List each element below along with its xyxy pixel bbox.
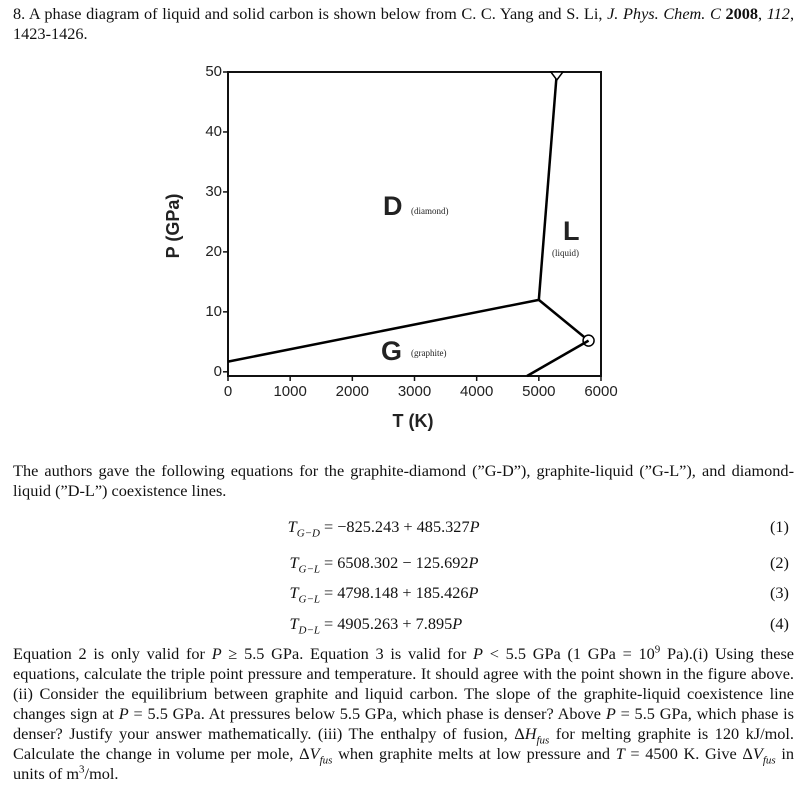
text: = 5.5 GPa, which phase is denser? Justif…: [13, 704, 794, 743]
symbol: P: [452, 614, 463, 633]
phase-boundary: [526, 339, 590, 378]
symbol: P: [118, 704, 129, 723]
symbol: V: [309, 744, 320, 763]
equation-lhs: TG−D: [0, 517, 320, 539]
exponent: 3: [79, 763, 85, 776]
equation-number: (3): [770, 583, 789, 602]
journal: J. Phys. Chem. C: [607, 4, 721, 23]
x-tick-label: 4000: [460, 383, 493, 400]
annotation: L: [563, 216, 580, 246]
equation-lhs: TG−L: [0, 583, 320, 605]
symbol: V: [752, 744, 763, 763]
text: 8. A phase diagram of liquid and solid c…: [13, 4, 608, 23]
point-marker: [549, 71, 565, 82]
expression: = 6508.302 − 125.692: [324, 553, 469, 572]
annotation: G: [381, 336, 402, 366]
x-axis-label: T (K): [393, 411, 434, 431]
text: , 1423-1426.: [13, 4, 795, 43]
y-tick-label: 20: [205, 243, 222, 260]
equation-rhs: = 4798.148 + 185.426P: [324, 583, 479, 603]
equation-number: (4): [770, 614, 789, 633]
expression: = 4905.263 + 7.895: [324, 614, 453, 633]
symbol: T: [289, 553, 299, 572]
subscript: fus: [762, 754, 776, 767]
x-tick-label: 5000: [522, 383, 555, 400]
volume: 112: [766, 4, 790, 23]
phase-boundary: [538, 298, 590, 342]
subscript: fus: [536, 734, 550, 747]
exponent: 9: [654, 643, 661, 656]
header: 8. A phase diagram of liquid and solid c…: [13, 4, 794, 44]
x-tick-label: 2000: [336, 383, 369, 400]
phase-boundary: [227, 298, 540, 363]
symbol: P: [605, 704, 616, 723]
symbol: H: [524, 724, 537, 743]
subscript: G−D: [297, 527, 320, 539]
y-tick-label: 30: [205, 183, 222, 200]
x-tick-label: 6000: [584, 383, 617, 400]
text: ≥ 5.5 GPa. Equation 3 is valid for: [221, 644, 474, 663]
y-tick-label: 10: [205, 303, 222, 320]
x-tick-label: 3000: [398, 383, 431, 400]
text: ,: [758, 4, 767, 23]
text: = 5.5 GPa. At pressures below 5.5 GPa, w…: [128, 704, 606, 723]
text: = 4500 K. Give Δ: [624, 744, 753, 763]
annotation: (liquid): [552, 248, 579, 258]
subscript: fus: [319, 754, 333, 767]
symbol: P: [468, 583, 479, 602]
year: 2008: [725, 4, 759, 23]
y-tick-label: 40: [205, 123, 222, 140]
x-tick-label: 1000: [273, 383, 306, 400]
annotation: (diamond): [411, 206, 449, 216]
symbol: T: [289, 583, 299, 602]
equation-lhs: TD−L: [0, 614, 320, 636]
expression: = 4798.148 + 185.426: [324, 583, 469, 602]
subscript: D−L: [299, 624, 320, 636]
subscript-text: G−L: [298, 563, 320, 576]
subscript: G−L: [299, 563, 320, 575]
subscript-text: G−D: [296, 527, 320, 540]
text: when graphite melts at low pressure and: [332, 744, 616, 763]
text: Equation 2 is only valid for: [13, 644, 212, 663]
annotation: D: [383, 191, 403, 221]
y-tick-label: 0: [214, 363, 222, 380]
equation-rhs: = −825.243 + 485.327P: [324, 517, 480, 537]
text: < 5.5 GPa (1 GPa = 10: [482, 644, 655, 663]
symbol: P: [469, 517, 480, 536]
symbol: P: [468, 553, 479, 572]
text: for melting graphite is 120 kJ/mol. Calc…: [13, 724, 794, 763]
subscript-text: D−L: [298, 624, 320, 637]
subscript: G−L: [299, 593, 320, 605]
text: in units of m: [13, 744, 795, 783]
chart: T (K) P (GPa) D (diamond) L (liquid) G (…: [163, 63, 618, 431]
symbol: T: [615, 744, 625, 763]
question: Equation 2 is only valid for P ≥ 5.5 GPa…: [13, 644, 794, 784]
subscript-text: G−L: [298, 593, 320, 606]
equation-lhs: TG−L: [0, 553, 320, 575]
text: Pa).(i) Using these equations, calculate…: [13, 644, 795, 723]
symbol: T: [287, 517, 297, 536]
symbol: P: [473, 644, 483, 663]
equation-rhs: = 6508.302 − 125.692P: [324, 553, 479, 573]
annotation: (graphite): [411, 348, 446, 358]
intro: The authors gave the following equations…: [13, 461, 794, 500]
x-tick-label: 0: [224, 383, 232, 400]
y-axis-label: P (GPa): [163, 194, 183, 259]
phase-boundary: [537, 71, 559, 300]
y-tick-label: 50: [205, 63, 222, 80]
equation-number: (2): [770, 553, 789, 572]
symbol: T: [289, 614, 299, 633]
text: /mol.: [84, 764, 119, 783]
equation-rhs: = 4905.263 + 7.895P: [324, 614, 462, 634]
expression: = −825.243 + 485.327: [324, 517, 470, 536]
symbol: P: [211, 644, 222, 663]
equation-number: (1): [770, 517, 789, 536]
